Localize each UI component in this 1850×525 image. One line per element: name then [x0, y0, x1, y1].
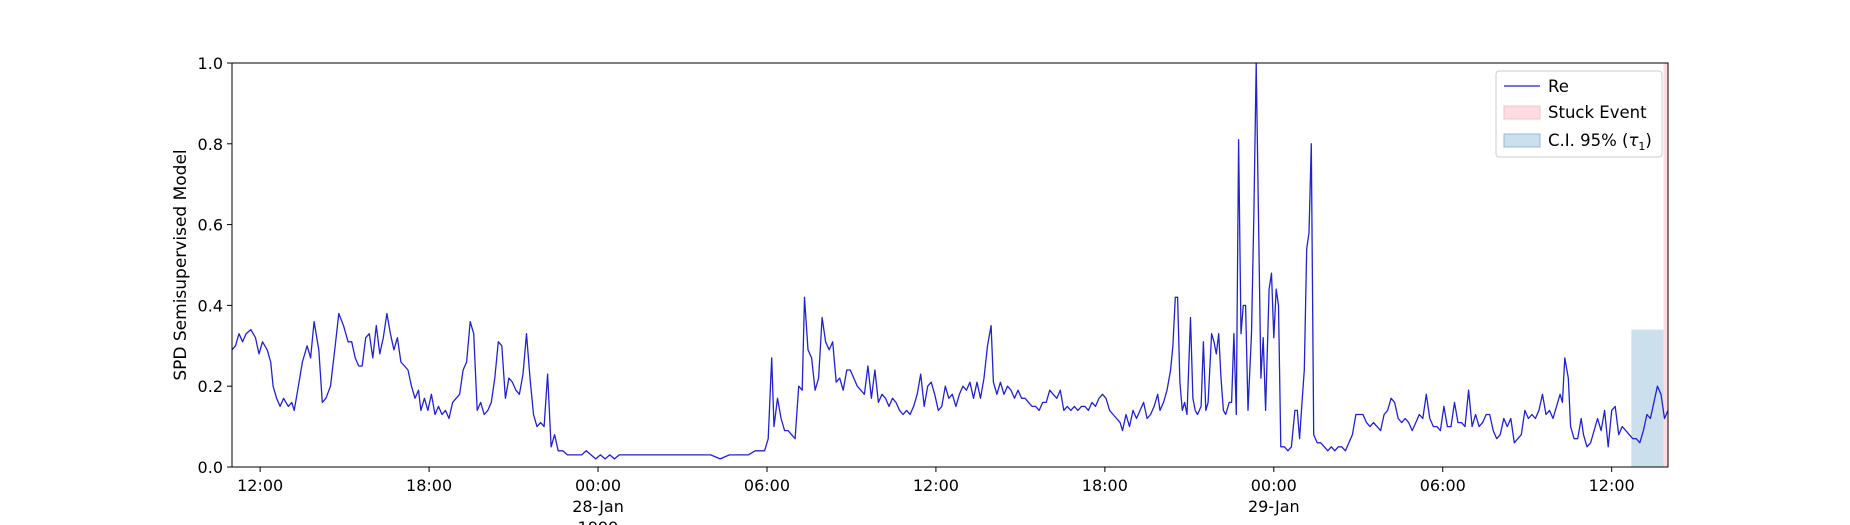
x-tick-date-label: 28-Jan	[572, 497, 624, 516]
series-lines	[231, 62, 1669, 460]
x-tick-label: 12:00	[237, 476, 283, 495]
x-tick-label: 12:00	[1589, 476, 1635, 495]
x-tick-label: 12:00	[913, 476, 959, 495]
legend-box	[1495, 70, 1663, 158]
legend-stuck-swatch	[1503, 105, 1541, 120]
y-tick-label: 0.4	[198, 296, 223, 315]
y-tick-label: 0.0	[198, 458, 223, 477]
x-tick-label: 18:00	[1082, 476, 1128, 495]
legend: Re Stuck Event C.I. 95% (τ1)	[1495, 70, 1663, 158]
x-tick-label: 06:00	[744, 476, 790, 495]
stuck-event-band	[1663, 63, 1668, 467]
legend-ci-swatch	[1503, 133, 1541, 148]
legend-label-series: Re	[1548, 77, 1569, 96]
y-axis-ticks: 0.0 0.2 0.4 0.6 0.8 1.0	[198, 54, 232, 477]
x-tick-label: 18:00	[406, 476, 452, 495]
x-tick-label: 00:00	[575, 476, 621, 495]
y-tick-label: 0.2	[198, 377, 223, 396]
legend-label-ci: C.I. 95% (τ1)	[1548, 131, 1652, 153]
x-tick-date-label: 29-Jan	[1248, 497, 1300, 516]
y-axis-label: SPD Semisupervised Model	[171, 149, 191, 380]
axes	[231, 62, 1669, 468]
y-tick-label: 1.0	[198, 54, 223, 73]
x-axis-ticks: 12:00 18:00 00:00 28-Jan 1999 06:00 12:00 18:00…	[237, 467, 1635, 525]
x-tick-label: 00:00	[1251, 476, 1297, 495]
y-tick-label: 0.6	[198, 216, 223, 235]
legend-label-stuck: Stuck Event	[1548, 103, 1647, 122]
x-tick-year-label: 1999	[578, 518, 619, 525]
bands	[1631, 63, 1668, 467]
x-tick-label: 06:00	[1420, 476, 1466, 495]
series-line-0	[231, 62, 1669, 460]
ci-band	[1631, 329, 1664, 467]
y-tick-label: 0.8	[198, 135, 223, 154]
axes-frame	[231, 62, 1669, 468]
